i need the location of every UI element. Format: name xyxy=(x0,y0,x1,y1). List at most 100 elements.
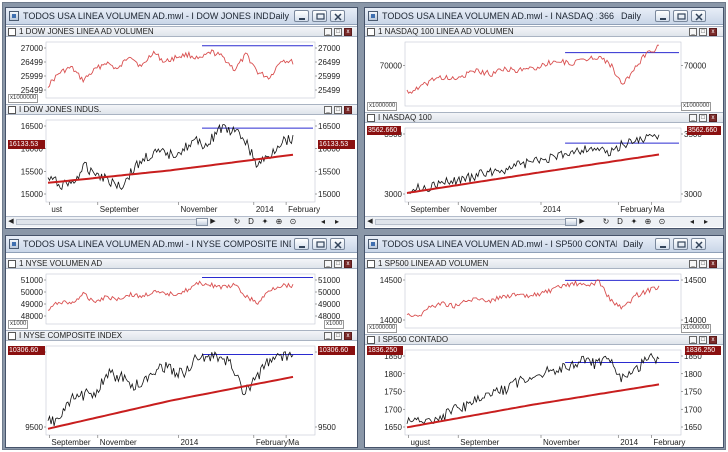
restore-button[interactable] xyxy=(673,238,688,250)
pane-restore-icon[interactable]: □ xyxy=(334,28,342,36)
close-button[interactable] xyxy=(691,10,706,22)
scrollbar-thumb[interactable] xyxy=(565,218,577,226)
y-tick-label-left: 16500 xyxy=(21,122,44,131)
pane-restore-icon[interactable]: □ xyxy=(699,114,707,122)
step-forward-icon[interactable]: ▸ xyxy=(334,217,339,226)
y-tick-label-right: 3000 xyxy=(684,190,702,199)
price-pane[interactable]: I NYSE COMPOSITE INDEX _ □ x 10000100009… xyxy=(6,330,357,447)
price-pane[interactable]: I NASDAQ 100 _ □ x 3500350030003000Septe… xyxy=(365,112,723,214)
price-pane[interactable]: I SP500 CONTADO _ □ x 1850 1850 1800 1800 17… xyxy=(365,334,723,447)
chart-window-dow[interactable]: TODOS USA LINEA VOLUMEN AD.mwl - I DOW J… xyxy=(5,7,358,229)
minimize-button[interactable] xyxy=(294,10,309,22)
moving-average-line xyxy=(406,383,660,429)
horizontal-scrollbar[interactable] xyxy=(16,219,206,225)
crosshair-icon[interactable]: ✦ xyxy=(630,217,638,226)
close-button[interactable] xyxy=(691,238,706,250)
ad-volume-pane[interactable]: 1 NYSE VOLUMEN AD _ □ x 51000 51000 50000 5… xyxy=(6,258,357,330)
pane-close-icon[interactable]: x xyxy=(344,28,352,36)
x-axis-label: ust xyxy=(51,205,62,214)
window-titlebar[interactable]: TODOS USA LINEA VOLUMEN AD.mwl - I NYSE … xyxy=(6,236,357,253)
pane-close-icon[interactable]: x xyxy=(709,260,717,268)
pane-restore-icon[interactable]: □ xyxy=(334,106,342,114)
pane-restore-icon[interactable]: □ xyxy=(699,260,707,268)
ad-volume-pane[interactable]: 1 DOW JONES LINEA AD VOLUMEN _ □ x 27000… xyxy=(6,26,357,104)
restore-button[interactable] xyxy=(312,238,327,250)
step-back-icon[interactable]: ◂ xyxy=(689,217,694,226)
pane-restore-icon[interactable]: □ xyxy=(334,332,342,340)
price-line xyxy=(47,351,294,426)
x-axis-label: November xyxy=(543,438,580,447)
ad-volume-pane[interactable]: 1 SP500 LINEA AD VOLUMEN _ □ x 14500 1450… xyxy=(365,258,723,334)
restore-button[interactable] xyxy=(312,10,327,22)
zoom-in-icon[interactable]: ⊕ xyxy=(275,217,283,226)
y-tick-label-right: 1750 xyxy=(684,388,702,397)
scrollbar-thumb[interactable] xyxy=(196,218,208,226)
pane-close-icon[interactable]: x xyxy=(344,106,352,114)
chart-window-nyse[interactable]: TODOS USA LINEA VOLUMEN AD.mwl - I NYSE … xyxy=(5,235,358,448)
pane-minimize-icon[interactable]: _ xyxy=(324,260,332,268)
pane-close-icon[interactable]: x xyxy=(344,332,352,340)
pane-header: I NYSE COMPOSITE INDEX _ □ x xyxy=(6,330,357,341)
pane-minimize-icon[interactable]: _ xyxy=(324,332,332,340)
x-axis-label: Ma xyxy=(288,438,300,447)
ad-volume-line xyxy=(406,44,659,94)
minimize-icon xyxy=(299,18,305,20)
minimize-button[interactable] xyxy=(655,238,670,250)
window-titlebar[interactable]: TODOS USA LINEA VOLUMEN AD.mwl - I DOW J… xyxy=(6,8,357,25)
x-axis-label: ugust xyxy=(411,438,431,447)
pane-close-icon[interactable]: x xyxy=(344,260,352,268)
y-tick-label-left: 25999 xyxy=(21,72,44,81)
pane-minimize-icon[interactable]: _ xyxy=(689,260,697,268)
pane-minimize-icon[interactable]: _ xyxy=(689,114,697,122)
pane-minimize-icon[interactable]: _ xyxy=(689,336,697,344)
minimize-button[interactable] xyxy=(655,10,670,22)
pane-restore-icon[interactable]: □ xyxy=(334,260,342,268)
restore-icon xyxy=(316,241,325,248)
pane-close-icon[interactable]: x xyxy=(709,114,717,122)
scroll-right-icon[interactable]: ▶ xyxy=(210,218,216,225)
scroll-left-icon[interactable]: ◀ xyxy=(8,218,14,225)
y-tick-label-left: 1700 xyxy=(384,405,402,414)
pane-restore-icon[interactable]: □ xyxy=(699,336,707,344)
price-pane[interactable]: I DOW JONES INDUS. _ □ x 16500 16500 16000… xyxy=(6,104,357,214)
pane-restore-icon[interactable]: □ xyxy=(699,28,707,36)
pane-label: I NASDAQ 100 xyxy=(378,113,432,122)
last-value-badge-right: 3562.660 xyxy=(687,126,721,135)
pane-minimize-icon[interactable]: _ xyxy=(324,28,332,36)
scale-note-right: x1000000 xyxy=(681,324,712,333)
minimize-button[interactable] xyxy=(294,238,309,250)
chart-window-sp500[interactable]: TODOS USA LINEA VOLUMEN AD.mwl - I SP500… xyxy=(364,235,724,448)
zoom-out-icon[interactable]: ⊙ xyxy=(658,217,666,226)
plot-area xyxy=(404,41,682,107)
restore-button[interactable] xyxy=(673,10,688,22)
refresh-icon[interactable]: ↻ xyxy=(602,217,610,226)
step-back-icon[interactable]: ◂ xyxy=(320,217,325,226)
scroll-right-icon[interactable]: ▶ xyxy=(579,218,585,225)
horizontal-scrollbar[interactable] xyxy=(375,219,575,225)
pane-close-icon[interactable]: x xyxy=(709,336,717,344)
close-button[interactable] xyxy=(330,10,345,22)
draw-tool-icon[interactable]: D xyxy=(617,217,623,226)
last-value-badge-left: 10306.60 xyxy=(8,346,45,355)
zoom-in-icon[interactable]: ⊕ xyxy=(644,217,652,226)
draw-tool-icon[interactable]: D xyxy=(248,217,254,226)
pane-minimize-icon[interactable]: _ xyxy=(689,28,697,36)
pane-close-icon[interactable]: x xyxy=(709,28,717,36)
y-tick-label-left: 1850 xyxy=(384,352,402,361)
step-forward-icon[interactable]: ▸ xyxy=(703,217,708,226)
close-button[interactable] xyxy=(330,238,345,250)
zoom-out-icon[interactable]: ⊙ xyxy=(289,217,297,226)
crosshair-icon[interactable]: ✦ xyxy=(261,217,269,226)
scroll-left-icon[interactable]: ◀ xyxy=(367,218,373,225)
ad-volume-pane[interactable]: 1 NASDAQ 100 LINEA AD VOLUMEN _ □ x 7000… xyxy=(365,26,723,112)
pane-header: I DOW JONES INDUS. _ □ x xyxy=(6,104,357,115)
window-titlebar[interactable]: TODOS USA LINEA VOLUMEN AD.mwl - I NASDA… xyxy=(365,8,723,25)
pane-icon xyxy=(8,106,16,114)
price-line xyxy=(406,352,660,424)
window-titlebar[interactable]: TODOS USA LINEA VOLUMEN AD.mwl - I SP500… xyxy=(365,236,723,253)
pane-header: I SP500 CONTADO _ □ x xyxy=(365,334,723,345)
chart-window-nasdaq[interactable]: TODOS USA LINEA VOLUMEN AD.mwl - I NASDA… xyxy=(364,7,724,229)
x-axis-label: September xyxy=(411,205,450,214)
refresh-icon[interactable]: ↻ xyxy=(233,217,241,226)
pane-minimize-icon[interactable]: _ xyxy=(324,106,332,114)
